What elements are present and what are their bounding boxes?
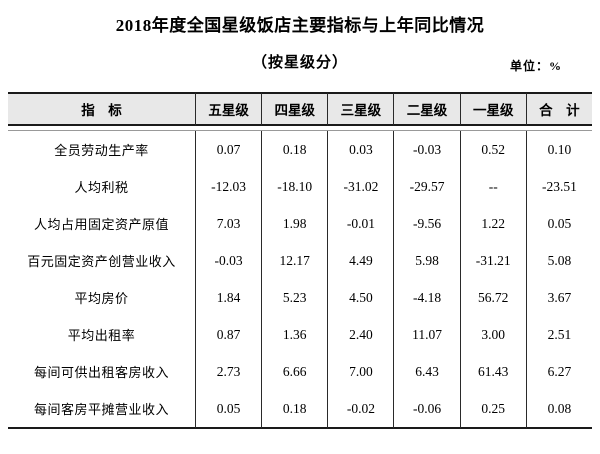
value-cell: 5.08: [525, 242, 592, 279]
page-title: 2018年度全国星级饭店主要指标与上年同比情况: [115, 16, 485, 35]
value-cell: 0.87: [195, 316, 261, 353]
indicator-column-header: 指 标: [8, 92, 195, 126]
row-label: 平均房价: [74, 291, 129, 306]
value-cell: 0.03: [327, 131, 393, 168]
table-row: 百元固定资产创营业收入 -0.03 12.17 4.49 5.98 -31.21 5.08: [8, 242, 592, 279]
table-row: 全员劳动生产率 0.07 0.18 0.03 -0.03 0.52 0.10: [8, 131, 592, 168]
value-cell: 1.98: [261, 205, 327, 242]
value-cell: 61.43: [459, 353, 526, 390]
star-column-header: 二星级: [393, 92, 460, 126]
value-cell: 0.08: [525, 390, 592, 429]
value-cell: 1.84: [195, 279, 261, 316]
value-cell: 2.51: [525, 316, 592, 353]
table-row: 人均利税 -12.03 -18.10 -31.02 -29.57 -- -23.51: [8, 168, 592, 205]
table-row: 平均出租率 0.87 1.36 2.40 11.07 3.00 2.51: [8, 316, 592, 353]
table-row: 人均占用固定资产原值 7.03 1.98 -0.01 -9.56 1.22 0.05: [8, 205, 592, 242]
value-cell: 6.43: [393, 353, 459, 390]
value-cell: -4.18: [393, 279, 459, 316]
row-label: 每间可供出租客房收入: [33, 365, 169, 380]
row-label: 百元固定资产创营业收入: [27, 254, 176, 269]
value-cell: -23.51: [525, 168, 592, 205]
value-cell: 0.05: [195, 390, 262, 429]
page-subtitle: （按星级分）: [251, 55, 348, 71]
table-body: 全员劳动生产率 0.07 0.18 0.03 -0.03 0.52 0.10 人均利税 -12.…: [8, 131, 592, 429]
value-cell: -9.56: [393, 205, 459, 242]
value-cell: 0.25: [459, 390, 526, 429]
value-cell: 3.00: [459, 316, 526, 353]
indicators-table: 指 标五星级 四星级 三星级 二星级 一星级合 计 全员劳动生产率 0.07 0.18 0.0…: [8, 92, 592, 429]
value-cell: 6.66: [261, 353, 327, 390]
value-cell: 7.00: [327, 353, 393, 390]
row-label: 人均占用固定资产原值: [33, 217, 169, 232]
value-cell: 2.40: [327, 316, 393, 353]
star-column-header: 五星级: [195, 92, 262, 126]
value-cell: -0.02: [327, 390, 394, 429]
table-row: 每间可供出租客房收入 2.73 6.66 7.00 6.43 61.43 6.27: [8, 353, 592, 390]
value-cell: 7.03: [195, 205, 261, 242]
star-column-header: 合 计: [525, 92, 592, 126]
value-cell: -0.01: [327, 205, 393, 242]
table-row: 平均房价 1.84 5.23 4.50 -4.18 56.72 3.67: [8, 279, 592, 316]
value-cell: -0.03: [393, 131, 459, 168]
star-column-header: 四星级: [261, 92, 328, 126]
value-cell: 0.07: [195, 131, 261, 168]
star-column-header: 一星级: [459, 92, 526, 126]
value-cell: 0.10: [525, 131, 592, 168]
table-header-row: 指 标五星级 四星级 三星级 二星级 一星级合 计: [8, 92, 592, 126]
value-cell: -0.06: [393, 390, 460, 429]
row-label: 全员劳动生产率: [54, 143, 149, 158]
value-cell: 0.18: [261, 390, 328, 429]
value-cell: 11.07: [393, 316, 459, 353]
double-rule-line: [8, 126, 592, 131]
value-cell: 2.73: [195, 353, 261, 390]
value-cell: 5.23: [261, 279, 327, 316]
value-cell: 1.22: [459, 205, 526, 242]
row-label: 每间客房平摊营业收入: [8, 390, 195, 429]
value-cell: 0.18: [261, 131, 327, 168]
row-label: 平均出租率: [67, 328, 136, 343]
table-row: 每间客房平摊营业收入 0.05 0.18 -0.02 -0.06 0.25 0.08: [8, 390, 592, 429]
row-label: 人均利税: [74, 180, 129, 195]
value-cell: 56.72: [459, 279, 526, 316]
value-cell: -31.02: [327, 168, 393, 205]
value-cell: -31.21: [459, 242, 526, 279]
value-cell: 12.17: [261, 242, 327, 279]
value-cell: 4.49: [327, 242, 393, 279]
value-cell: -29.57: [393, 168, 459, 205]
value-cell: 3.67: [525, 279, 592, 316]
subtitle-row: （按星级分） 单位：%: [0, 51, 600, 75]
value-cell: --: [459, 168, 526, 205]
value-cell: 0.05: [525, 205, 592, 242]
value-cell: 4.50: [327, 279, 393, 316]
star-column-header: 三星级: [327, 92, 394, 126]
value-cell: 1.36: [261, 316, 327, 353]
value-cell: 5.98: [393, 242, 459, 279]
value-cell: 0.52: [459, 131, 526, 168]
value-cell: -0.03: [195, 242, 261, 279]
header-double-rule: [8, 126, 592, 131]
value-cell: 6.27: [525, 353, 592, 390]
value-cell: -12.03: [195, 168, 261, 205]
unit-label: 单位：%: [509, 59, 562, 73]
report-page: { "page": { "title": "2018年度全国星级饭店主要指标与上…: [0, 14, 600, 454]
value-cell: -18.10: [261, 168, 327, 205]
